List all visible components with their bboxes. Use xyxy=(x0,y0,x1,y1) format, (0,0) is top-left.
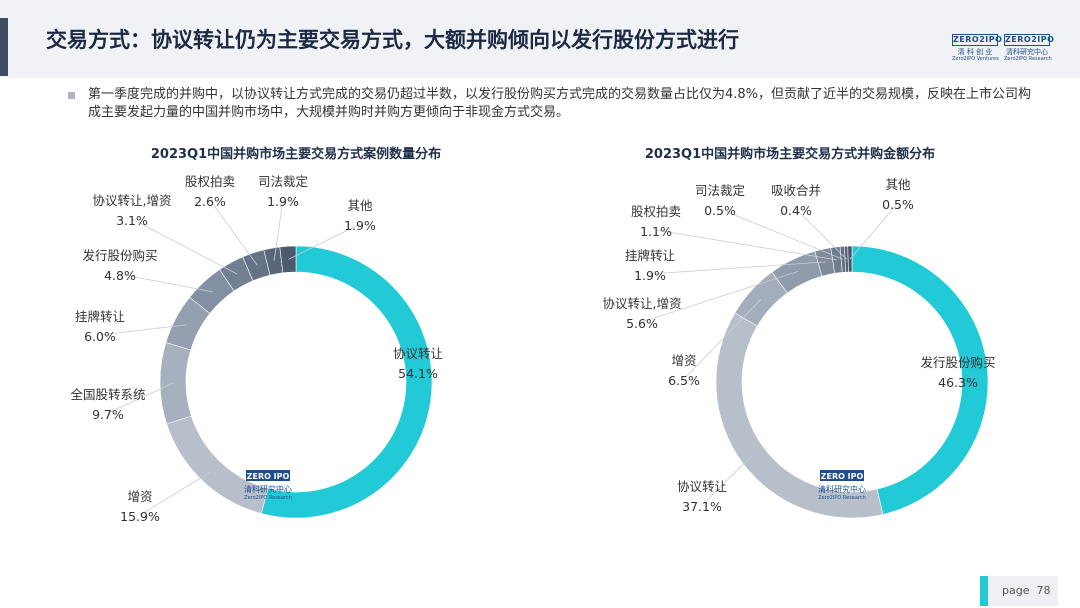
slice-label: 吸收合并 xyxy=(771,183,821,198)
slice-value-label: 6.0% xyxy=(84,329,116,344)
donut-slice xyxy=(847,245,853,273)
svg-text:清科研究中心: 清科研究中心 xyxy=(818,484,866,494)
donut-slice xyxy=(279,245,297,274)
summary-text: 第一季度完成的并购中，以协议转让方式完成的交易仍超过半数，以发行股份购买方式完成… xyxy=(88,87,1032,120)
leader-line xyxy=(107,382,174,414)
leader-line xyxy=(119,273,213,293)
leader-line xyxy=(641,271,799,323)
donut-slice xyxy=(159,342,192,425)
slice-label: 其他 xyxy=(347,198,373,213)
leader-line xyxy=(719,208,844,260)
chart-title: 2023Q1中国并购市场主要交易方式并购金额分布 xyxy=(645,146,935,162)
leader-line xyxy=(131,218,238,275)
slice-value-label: 9.7% xyxy=(92,407,124,422)
slice-label: 发行股份购买 xyxy=(82,248,157,263)
leader-line xyxy=(849,202,899,260)
slice-value-label: 6.5% xyxy=(668,373,700,388)
zero2ipo-ventures-logo: ZERO2IPO 清 科 创 业 Zero2IPO Ventures xyxy=(952,34,1003,64)
slice-value-label: 4.8% xyxy=(104,268,136,283)
slice-value-label: 0.4% xyxy=(780,203,812,218)
slice-value-label: 0.5% xyxy=(882,197,914,212)
slice-label: 股权拍卖 xyxy=(185,174,235,189)
slice-label: 协议转让,增资 xyxy=(603,296,682,311)
logo-wordmark: ZERO2IPO xyxy=(1004,34,1055,46)
slice-label: 发行股份购买 xyxy=(920,355,995,370)
leader-line xyxy=(795,208,847,260)
slice-value-label: 1.9% xyxy=(634,268,666,283)
slice-label: 司法裁定 xyxy=(258,174,308,189)
logo-cn-name: 清 科 创 业 xyxy=(957,48,993,56)
logo-en-name: Zero2IPO Research xyxy=(1004,56,1052,62)
page-number: 78 xyxy=(1036,584,1051,597)
leader-line xyxy=(649,261,826,275)
slice-label: 协议转让 xyxy=(393,346,443,361)
slice-label: 股权拍卖 xyxy=(631,204,681,219)
slice-value-label: 0.5% xyxy=(704,203,736,218)
slice-value-label: 46.3% xyxy=(938,375,978,390)
slice-label: 挂牌转让 xyxy=(625,248,675,263)
slice-label: 协议转让,增资 xyxy=(93,193,172,208)
slice-value-label: 2.6% xyxy=(194,194,226,209)
svg-text:ZERO IPO: ZERO IPO xyxy=(247,472,290,481)
slice-label: 增资 xyxy=(671,353,696,368)
logo-en-name: Zero2IPO Ventures xyxy=(952,56,999,62)
slice-value-label: 37.1% xyxy=(682,499,722,514)
slice-value-label: 15.9% xyxy=(120,509,160,524)
slice-value-label: 1.9% xyxy=(344,218,376,233)
slice-label: 协议转让 xyxy=(677,479,727,494)
page-number-box: page 78 xyxy=(988,576,1058,606)
header-accent-bar xyxy=(0,18,8,76)
slice-value-label: 3.1% xyxy=(116,213,148,228)
slice-value-label: 1.9% xyxy=(267,194,299,209)
leader-line xyxy=(683,299,762,380)
logo-cn-name: 清科研究中心 xyxy=(1006,48,1048,56)
donut-slice xyxy=(260,245,433,519)
leader-line xyxy=(99,324,188,336)
leader-line xyxy=(273,199,284,262)
slice-value-label: 54.1% xyxy=(398,366,438,381)
leader-line xyxy=(139,471,212,516)
bullet-square-icon xyxy=(68,92,75,99)
slice-label: 其他 xyxy=(885,177,911,192)
slice-value-label: 1.1% xyxy=(640,224,672,239)
slice-label: 司法裁定 xyxy=(695,183,745,198)
page-title: 交易方式：协议转让仍为主要交易方式，大额并购倾向以发行股份方式进行 xyxy=(46,28,739,52)
slice-label: 增资 xyxy=(127,489,152,504)
leader-line xyxy=(288,223,361,260)
logo-group: ZERO2IPO 清 科 创 业 Zero2IPO Ventures ZERO2… xyxy=(952,34,1055,64)
slice-value-label: 5.6% xyxy=(626,316,658,331)
svg-text:Zero2IPO Research: Zero2IPO Research xyxy=(244,495,292,501)
svg-text:ZERO IPO: ZERO IPO xyxy=(821,472,864,481)
svg-text:清科研究中心: 清科研究中心 xyxy=(244,484,292,494)
leader-line xyxy=(209,199,258,266)
header: 交易方式：协议转让仍为主要交易方式，大额并购倾向以发行股份方式进行 ZERO2I… xyxy=(0,0,1080,78)
leader-line xyxy=(701,454,754,506)
leader-line xyxy=(655,229,838,261)
donut-slice xyxy=(851,245,989,515)
footer-accent-bar xyxy=(980,576,988,606)
slice-label: 全国股转系统 xyxy=(70,387,145,402)
svg-text:Zero2IPO Research: Zero2IPO Research xyxy=(818,495,866,501)
page-label: page xyxy=(1002,584,1030,597)
slice-label: 挂牌转让 xyxy=(75,309,125,324)
zero2ipo-research-logo: ZERO2IPO 清科研究中心 Zero2IPO Research xyxy=(1004,34,1055,64)
chart-title: 2023Q1中国并购市场主要交易方式案例数量分布 xyxy=(151,146,441,162)
logo-wordmark: ZERO2IPO xyxy=(952,34,1003,46)
